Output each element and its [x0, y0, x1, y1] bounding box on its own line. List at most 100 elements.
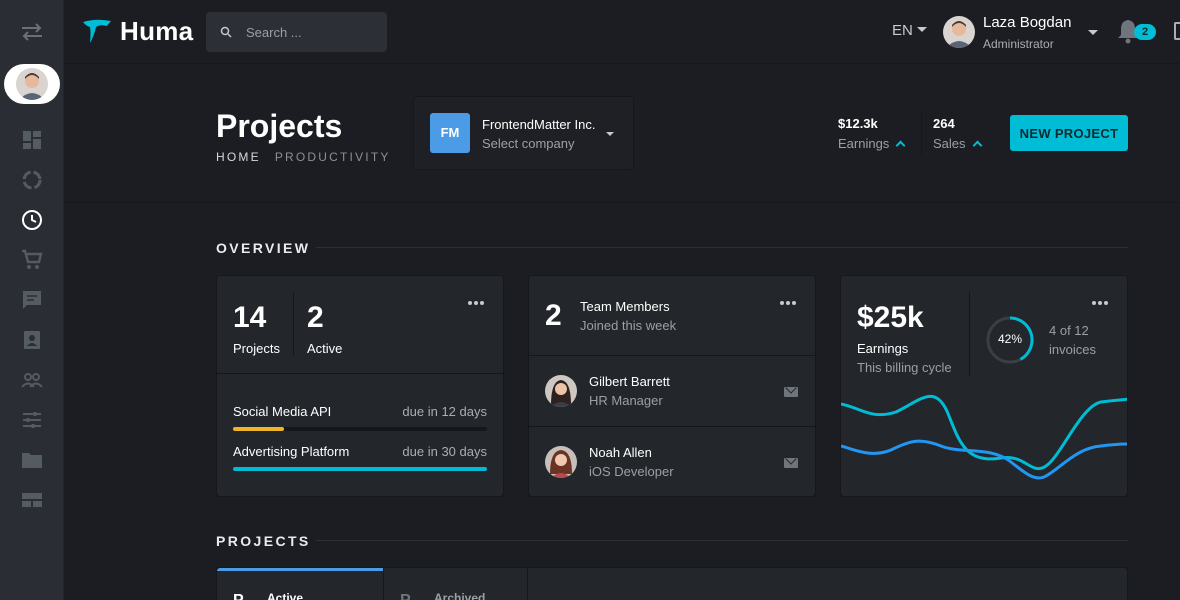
people-icon[interactable]	[20, 368, 44, 392]
avatar	[545, 446, 577, 478]
earnings-value: $25k	[857, 301, 924, 334]
member-name: Noah Allen	[589, 445, 652, 460]
mail-icon[interactable]	[784, 387, 798, 397]
avatar	[545, 375, 577, 407]
tab-archived[interactable]: P Archived	[384, 568, 527, 600]
user-menu-chevron-icon[interactable]	[1088, 30, 1098, 35]
task-progress-fill	[233, 467, 487, 471]
projects-tabs: P Active P Archived	[216, 567, 1128, 600]
tab-letter: P	[233, 592, 244, 600]
member-role: iOS Developer	[589, 464, 674, 479]
more-options-icon[interactable]	[780, 301, 798, 307]
horizontal-divider	[217, 373, 503, 374]
language-selector[interactable]: EN	[892, 22, 927, 39]
earnings-sub: This billing cycle	[857, 360, 952, 375]
tab-divider	[383, 568, 384, 600]
more-options-icon[interactable]	[1092, 301, 1110, 307]
notification-badge: 2	[1134, 24, 1156, 40]
projects-label: Projects	[233, 341, 280, 356]
task-progress-fill	[233, 427, 284, 431]
team-subtitle: Joined this week	[580, 318, 677, 333]
company-subtitle: Select company	[482, 136, 575, 151]
breadcrumb: HOME PRODUCTIVITY	[216, 150, 391, 164]
rail-avatar-button[interactable]	[4, 64, 60, 104]
folder-icon[interactable]	[20, 448, 44, 472]
vertical-divider	[293, 292, 294, 356]
cart-icon[interactable]	[20, 248, 44, 272]
earnings-label: Earnings	[857, 341, 909, 356]
task-name: Advertising Platform	[233, 444, 350, 459]
breadcrumb-home[interactable]: HOME	[216, 150, 261, 164]
task-progress-bar	[233, 467, 487, 471]
sparkline-blue	[841, 439, 1127, 480]
earnings-stat: $12.3k Earnings	[838, 116, 906, 151]
chat-icon[interactable]	[20, 288, 44, 312]
earnings-stat-label: Earnings	[838, 136, 890, 151]
team-count: 2	[545, 299, 562, 332]
projects-section-title: PROJECTS	[216, 533, 311, 549]
panel-toggle-icon[interactable]	[1174, 22, 1180, 40]
stat-divider	[921, 112, 922, 156]
horizontal-divider	[529, 426, 815, 427]
task-due: due in 12 days	[402, 404, 487, 419]
earnings-sparkline	[841, 394, 1127, 480]
projects-count: 14	[233, 301, 267, 334]
tab-active[interactable]: P Active	[217, 568, 383, 600]
huma-logo-icon[interactable]	[82, 18, 112, 44]
new-project-button[interactable]: NEW PROJECT	[1010, 115, 1128, 151]
company-selector[interactable]: FM FrontendMatter Inc. Select company	[413, 96, 634, 170]
bell-icon[interactable]	[1116, 18, 1140, 44]
trend-up-icon	[895, 140, 906, 151]
brand-name[interactable]: Huma	[120, 16, 194, 46]
horizontal-divider	[529, 355, 815, 356]
left-rail	[0, 0, 64, 600]
swap-icon[interactable]	[20, 22, 44, 42]
invoices-progress-ring	[986, 316, 1034, 364]
tab-divider	[527, 568, 528, 600]
sales-stat-value: 264	[933, 116, 955, 131]
earnings-card: $25k Earnings This billing cycle 42% 4 o…	[840, 275, 1128, 497]
search-input[interactable]	[246, 12, 376, 52]
breadcrumb-productivity[interactable]: PRODUCTIVITY	[274, 150, 391, 164]
member-role: HR Manager	[589, 393, 663, 408]
user-avatar[interactable]	[943, 16, 975, 48]
top-bar: Huma EN Laza Bogdan Administrator 2	[64, 0, 1180, 64]
user-name[interactable]: Laza Bogdan	[983, 14, 1072, 31]
company-initials-tile: FM	[430, 113, 470, 153]
page-title: Projects	[216, 108, 343, 144]
member-name: Gilbert Barrett	[589, 374, 670, 389]
team-members-card: 2 Team Members Joined this week Gilbert …	[528, 275, 816, 497]
tab-letter: P	[400, 592, 411, 600]
more-options-icon[interactable]	[468, 301, 486, 307]
earnings-stat-value: $12.3k	[838, 116, 878, 131]
clock-icon[interactable]	[20, 208, 44, 232]
task-name: Social Media API	[233, 404, 332, 419]
invoices-count: 4 of 12	[1049, 323, 1089, 338]
language-label: EN	[892, 22, 913, 39]
sales-stat-label: Sales	[933, 136, 966, 151]
mail-icon[interactable]	[784, 458, 798, 468]
sliders-icon[interactable]	[20, 408, 44, 432]
team-title: Team Members	[580, 299, 670, 314]
avatar	[16, 68, 48, 100]
search-icon	[220, 26, 232, 38]
vertical-divider	[969, 292, 970, 376]
view-stream-icon[interactable]	[20, 488, 44, 512]
task-due: due in 30 days	[402, 444, 487, 459]
page-header: Projects HOME PRODUCTIVITY FM FrontendMat…	[64, 64, 1180, 203]
invoices-label: invoices	[1049, 342, 1096, 357]
user-role: Administrator	[983, 37, 1054, 51]
search-box[interactable]	[206, 12, 387, 52]
overview-section-title: OVERVIEW	[216, 240, 311, 256]
dashboard-icon[interactable]	[20, 128, 44, 152]
trend-up-icon	[972, 140, 982, 151]
circle-progress-icon[interactable]	[20, 168, 44, 192]
active-count: 2	[307, 301, 324, 334]
section-divider	[316, 540, 1128, 541]
section-divider	[316, 247, 1128, 248]
company-name: FrontendMatter Inc.	[482, 117, 596, 132]
tab-label: Active	[267, 591, 304, 600]
projects-summary-card: 14 Projects 2 Active Social Media API du…	[216, 275, 504, 497]
chevron-down-icon	[916, 26, 927, 32]
contact-icon[interactable]	[20, 328, 44, 352]
